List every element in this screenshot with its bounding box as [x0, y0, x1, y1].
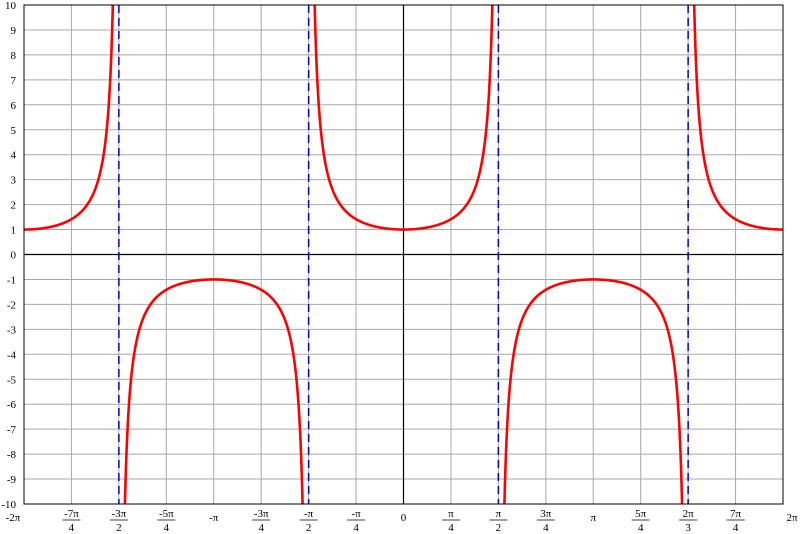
x-tick-denominator: 4	[733, 522, 739, 534]
y-tick-label: 2	[11, 200, 17, 212]
x-tick-label: 0	[401, 512, 407, 524]
y-tick-label: 10	[5, 0, 17, 12]
x-tick-numerator: π	[496, 508, 502, 520]
x-tick-denominator: 2	[496, 522, 502, 534]
x-tick-numerator: -3π	[112, 508, 127, 520]
y-tick-label: -7	[7, 424, 17, 436]
y-tick-label: 3	[11, 175, 17, 187]
y-tick-label: -2	[7, 299, 16, 311]
curve-branch	[24, 5, 115, 231]
x-tick-numerator: -7π	[64, 508, 79, 520]
y-tick-label: 0	[11, 250, 17, 262]
y-tick-label: 7	[11, 75, 17, 87]
x-tick-label: π	[590, 512, 596, 524]
x-tick-label: -2π	[6, 512, 21, 524]
y-tick-label: -10	[1, 499, 16, 511]
y-tick-label: -5	[7, 374, 17, 386]
curve-branch	[313, 5, 494, 231]
x-tick-denominator: 4	[543, 522, 549, 534]
x-tick-denominator: 4	[638, 522, 644, 534]
asymptotes	[118, 5, 689, 504]
x-tick-denominator: 4	[69, 522, 75, 534]
y-tick-label: -6	[7, 399, 17, 411]
x-tick-denominator: 4	[164, 522, 170, 534]
x-tick-denominator: 4	[258, 522, 264, 534]
y-tick-label: 8	[11, 50, 17, 62]
y-tick-label: 1	[11, 225, 17, 237]
plot-frame	[23, 4, 784, 505]
x-tick-label: -π	[209, 512, 219, 524]
curve-branch	[503, 278, 684, 504]
x-tick-labels: -2π -7π 4 -3π 2 -5π 4 -π -3π 4 -π 2 -π 4 0 π 4 π 2 3π 4 π 5π 4 2…	[6, 508, 798, 534]
x-tick-numerator: -π	[351, 508, 361, 520]
y-tick-label: -8	[7, 449, 17, 461]
x-tick-denominator: 4	[353, 522, 359, 534]
y-tick-label: -9	[7, 474, 17, 486]
x-tick-denominator: 2	[116, 522, 122, 534]
y-tick-label: 5	[11, 125, 17, 137]
y-tick-label: -1	[7, 274, 16, 286]
curve-branch	[692, 5, 783, 231]
x-tick-denominator: 4	[448, 522, 454, 534]
x-tick-numerator: π	[448, 508, 454, 520]
y-tick-label: -4	[7, 349, 17, 361]
axes	[24, 5, 783, 504]
series-sec	[24, 5, 783, 504]
x-tick-denominator: 2	[306, 522, 312, 534]
curve-branch	[123, 278, 304, 504]
x-tick-label: 2π	[786, 512, 798, 524]
y-tick-label: 6	[11, 100, 17, 112]
y-tick-label: -3	[7, 324, 17, 336]
x-tick-denominator: 3	[685, 522, 691, 534]
plot-border	[23, 4, 784, 505]
x-tick-numerator: 2π	[683, 508, 695, 520]
x-tick-numerator: 7π	[730, 508, 742, 520]
x-tick-numerator: -5π	[159, 508, 174, 520]
y-tick-label: 4	[11, 150, 17, 162]
x-tick-numerator: -3π	[254, 508, 269, 520]
x-tick-numerator: -π	[304, 508, 314, 520]
x-tick-numerator: 3π	[540, 508, 552, 520]
x-tick-numerator: 5π	[635, 508, 647, 520]
y-tick-label: 9	[11, 25, 17, 37]
